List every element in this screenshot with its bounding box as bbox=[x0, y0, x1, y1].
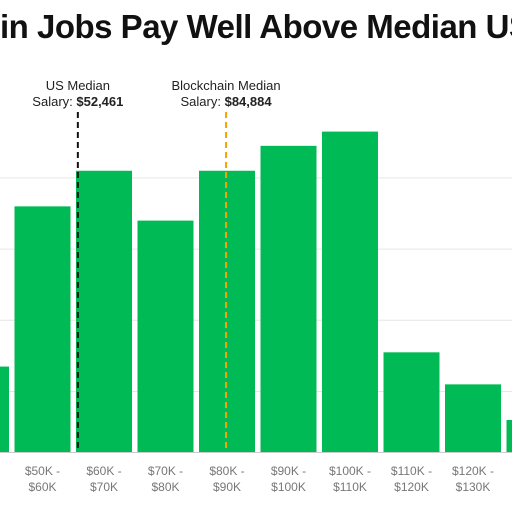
us-median-salary-value: $52,461 bbox=[76, 94, 123, 109]
x-tick-label: $90K -$100K bbox=[271, 464, 306, 494]
x-tick-label: $80K -$90K bbox=[209, 464, 244, 494]
x-tick-label: $110K -$120K bbox=[391, 464, 432, 494]
bar bbox=[0, 366, 9, 452]
bar bbox=[322, 131, 378, 452]
bar bbox=[506, 419, 512, 452]
x-tick-label: $70K -$80K bbox=[148, 464, 183, 494]
bar bbox=[14, 206, 71, 452]
bar bbox=[260, 145, 317, 452]
chart-title: in Jobs Pay Well Above Median US S bbox=[0, 8, 512, 45]
x-axis-tick-labels: $50K -$60K $60K -$70K $70K -$80K $80K -$90K… bbox=[25, 464, 494, 494]
x-tick-label: $120K -$130K bbox=[452, 464, 494, 494]
bars bbox=[0, 131, 512, 452]
x-tick-label: $60K -$70K bbox=[86, 464, 121, 494]
bar bbox=[76, 170, 132, 452]
blockchain-median-salary-value: $84,884 bbox=[225, 94, 273, 109]
x-tick-label: $50K -$60K bbox=[25, 464, 60, 494]
bar bbox=[137, 220, 194, 452]
bar bbox=[445, 384, 501, 452]
bar bbox=[383, 352, 440, 452]
blockchain-median-label: Blockchain Median bbox=[171, 78, 280, 93]
blockchain-median-value-label: Salary: $84,884 bbox=[181, 94, 273, 109]
us-median-salary-prefix: Salary: bbox=[32, 94, 76, 109]
us-median-label: US Median bbox=[46, 78, 110, 93]
blockchain-median-salary-prefix: Salary: bbox=[181, 94, 225, 109]
x-tick-label: $100K -$110K bbox=[329, 464, 371, 494]
us-median-value-label: Salary: $52,461 bbox=[32, 94, 123, 109]
